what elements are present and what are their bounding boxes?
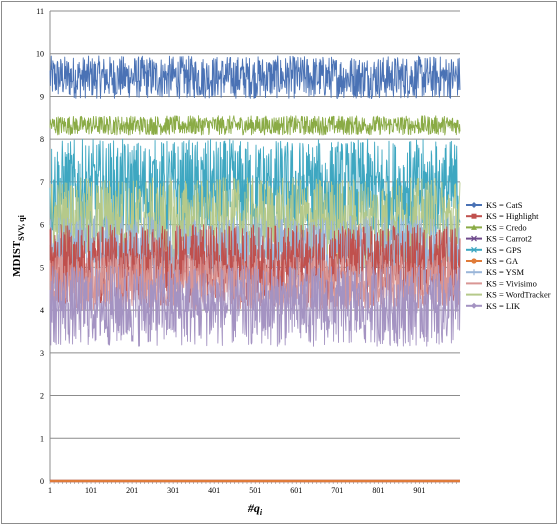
series-line (49, 115, 461, 136)
legend-marker (471, 224, 477, 230)
legend-item: KS = Highlight (466, 211, 539, 221)
x-tick-label: 1 (48, 486, 52, 495)
legend-label: KS = Credo (486, 222, 527, 232)
x-tick-label: 401 (208, 486, 220, 495)
x-tick-label: 901 (413, 486, 425, 495)
x-tick-label: 101 (85, 486, 97, 495)
y-tick-label: 6 (40, 221, 44, 230)
legend-item: KS = GA (466, 256, 519, 266)
legend-label: KS = YSM (486, 267, 524, 277)
y-tick-label: 0 (40, 477, 44, 486)
x-tick-label: 801 (372, 486, 384, 495)
y-tick-label: 5 (40, 263, 44, 272)
y-tick-label: 3 (40, 349, 44, 358)
x-axis-title: #qi (247, 501, 263, 517)
legend-label: KS = CatS (486, 200, 523, 210)
x-tick-label: 201 (126, 486, 138, 495)
legend-label: KS = Carrot2 (486, 234, 532, 244)
y-tick-label: 8 (40, 135, 44, 144)
y-tick-label: 1 (40, 434, 44, 443)
legend-label: KS = WordTracker (486, 290, 551, 300)
y-tick-label: 11 (36, 7, 44, 16)
legend-item: KS = LIK (466, 301, 521, 311)
x-tick-label: 501 (249, 486, 261, 495)
x-tick-label: 301 (167, 486, 179, 495)
y-tick-label: 10 (36, 50, 44, 59)
y-tick-label: 2 (40, 392, 44, 401)
legend-marker (471, 258, 477, 264)
y-axis-title-main: MDIST (11, 240, 23, 277)
legend-label: KS = GA (486, 256, 519, 266)
series-lines (49, 55, 461, 483)
y-tick-label: 7 (40, 178, 44, 187)
x-tick-label: 601 (290, 486, 302, 495)
legend-label: KS = LIK (486, 301, 521, 311)
y-axis-title-subscript: SVV, qi (17, 214, 26, 240)
legend-marker (471, 246, 477, 253)
legend-marker (471, 269, 477, 276)
y-axis-title: MDISTSVV, qi (11, 214, 26, 276)
legend-label: KS = Highlight (486, 211, 539, 221)
x-tick-label: 701 (331, 486, 343, 495)
x-axis-title-subscript: i (260, 508, 263, 517)
legend-marker (471, 213, 477, 219)
legend-label: KS = Vivisimo (486, 278, 537, 288)
legend-item: KS = YSM (466, 267, 524, 277)
y-tick-label: 9 (40, 92, 44, 101)
y-tick-label: 4 (40, 306, 44, 315)
legend-marker (471, 235, 477, 242)
legend-item: KS = WordTracker (466, 290, 551, 300)
x-axis-title-main: #q (247, 501, 260, 515)
legend-item: KS = GPS (466, 245, 522, 255)
legend-item: KS = Vivisimo (466, 278, 537, 288)
series-line (49, 55, 461, 100)
series-line (49, 264, 461, 347)
legend-item: KS = Credo (466, 222, 527, 232)
legend-item: KS = CatS (466, 200, 523, 210)
legend-marker (471, 202, 477, 208)
legend-item: KS = Carrot2 (466, 234, 532, 244)
legend-marker (471, 302, 477, 309)
legend-label: KS = GPS (486, 245, 522, 255)
